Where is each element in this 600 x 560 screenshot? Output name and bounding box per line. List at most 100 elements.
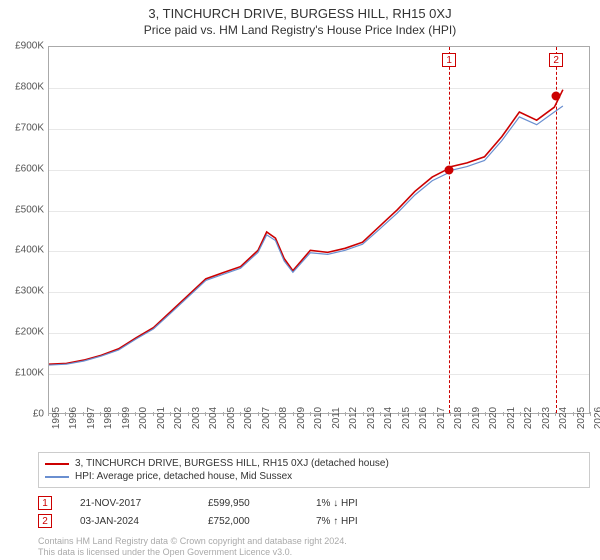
x-tick-label: 2022 [523, 407, 534, 429]
x-tick-label: 2007 [261, 407, 272, 429]
x-tick [503, 412, 504, 416]
transaction-price: £599,950 [208, 498, 288, 509]
x-tick [153, 412, 154, 416]
x-tick [188, 412, 189, 416]
legend-swatch-1 [45, 463, 69, 465]
plot-area: 12 [48, 46, 590, 414]
x-tick-label: 2025 [576, 407, 587, 429]
y-tick-label: £400K [15, 245, 44, 256]
y-tick-label: £700K [15, 122, 44, 133]
x-tick [538, 412, 539, 416]
x-tick-label: 2010 [313, 407, 324, 429]
x-tick [205, 412, 206, 416]
x-tick-label: 2013 [366, 407, 377, 429]
legend-item-2: HPI: Average price, detached house, Mid … [45, 470, 583, 483]
transaction-vline [449, 47, 450, 413]
x-tick [275, 412, 276, 416]
transaction-row: 203-JAN-2024£752,0007% ↑ HPI [38, 512, 590, 530]
legend-swatch-2 [45, 476, 69, 478]
y-tick-label: £100K [15, 368, 44, 379]
plot-svg [49, 47, 589, 413]
transaction-vline [556, 47, 557, 413]
transaction-point [552, 92, 561, 101]
x-tick-label: 2001 [156, 407, 167, 429]
x-tick [100, 412, 101, 416]
transaction-change: 1% ↓ HPI [316, 498, 416, 509]
x-tick-label: 2012 [348, 407, 359, 429]
transaction-date: 21-NOV-2017 [80, 498, 180, 509]
x-tick [398, 412, 399, 416]
chart-title: 3, TINCHURCH DRIVE, BURGESS HILL, RH15 0… [0, 0, 600, 21]
x-tick-label: 1998 [103, 407, 114, 429]
transaction-point [445, 165, 454, 174]
x-tick-label: 2021 [506, 407, 517, 429]
y-axis-labels: £0£100K£200K£300K£400K£500K£600K£700K£80… [0, 46, 46, 414]
x-tick [258, 412, 259, 416]
y-tick-label: £600K [15, 163, 44, 174]
y-tick-label: £500K [15, 204, 44, 215]
x-tick [135, 412, 136, 416]
x-tick [345, 412, 346, 416]
x-tick [415, 412, 416, 416]
y-tick-label: £300K [15, 286, 44, 297]
x-tick-label: 1997 [86, 407, 97, 429]
x-tick-label: 2019 [471, 407, 482, 429]
x-tick [555, 412, 556, 416]
x-tick [485, 412, 486, 416]
chart-container: 3, TINCHURCH DRIVE, BURGESS HILL, RH15 0… [0, 0, 600, 560]
x-tick-label: 2024 [558, 407, 569, 429]
legend-label-1: 3, TINCHURCH DRIVE, BURGESS HILL, RH15 0… [75, 458, 389, 469]
x-tick-label: 2026 [593, 407, 600, 429]
arrow-down-icon: ↓ [333, 498, 338, 509]
y-tick-label: £0 [33, 409, 44, 420]
transaction-marker: 1 [442, 53, 456, 67]
x-tick-label: 2014 [383, 407, 394, 429]
x-tick-label: 1995 [51, 407, 62, 429]
x-tick [363, 412, 364, 416]
transaction-row-marker: 1 [38, 496, 52, 510]
legend-label-2: HPI: Average price, detached house, Mid … [75, 471, 292, 482]
x-tick [240, 412, 241, 416]
x-tick-label: 2009 [296, 407, 307, 429]
x-tick-label: 2017 [436, 407, 447, 429]
x-tick [65, 412, 66, 416]
x-tick [293, 412, 294, 416]
x-tick [590, 412, 591, 416]
x-tick-label: 2002 [173, 407, 184, 429]
x-tick-label: 2018 [453, 407, 464, 429]
x-tick-label: 2004 [208, 407, 219, 429]
x-tick-label: 2008 [278, 407, 289, 429]
x-tick-label: 2006 [243, 407, 254, 429]
series-line-0 [49, 90, 563, 365]
x-tick-label: 2016 [418, 407, 429, 429]
x-axis-labels: 1995199619971998199920002001200220032004… [48, 416, 590, 452]
x-tick [520, 412, 521, 416]
footer-line-1: Contains HM Land Registry data © Crown c… [38, 536, 347, 546]
x-tick-label: 1999 [121, 407, 132, 429]
chart-subtitle: Price paid vs. HM Land Registry's House … [0, 21, 600, 43]
x-tick-label: 2003 [191, 407, 202, 429]
x-tick [118, 412, 119, 416]
legend: 3, TINCHURCH DRIVE, BURGESS HILL, RH15 0… [38, 452, 590, 488]
x-tick [170, 412, 171, 416]
x-tick [310, 412, 311, 416]
transaction-price: £752,000 [208, 516, 288, 527]
x-tick [468, 412, 469, 416]
series-line-1 [49, 106, 563, 365]
x-tick [380, 412, 381, 416]
y-tick-label: £200K [15, 327, 44, 338]
transaction-row: 1 21-NOV-2017 £599,950 1% ↓ HPI [38, 494, 590, 512]
footer-line-2: This data is licensed under the Open Gov… [38, 547, 292, 557]
x-tick-label: 2015 [401, 407, 412, 429]
x-tick [83, 412, 84, 416]
x-tick [450, 412, 451, 416]
transaction-row-marker: 2 [38, 514, 52, 528]
x-tick [223, 412, 224, 416]
x-tick-label: 2011 [331, 407, 342, 429]
transaction-change: 7% ↑ HPI [316, 516, 416, 527]
legend-item-1: 3, TINCHURCH DRIVE, BURGESS HILL, RH15 0… [45, 457, 583, 470]
transactions-table: 121-NOV-2017£599,9501% ↓ HPI203-JAN-2024… [38, 494, 590, 530]
x-tick [48, 412, 49, 416]
arrow-up-icon: ↑ [333, 516, 338, 527]
x-tick [433, 412, 434, 416]
